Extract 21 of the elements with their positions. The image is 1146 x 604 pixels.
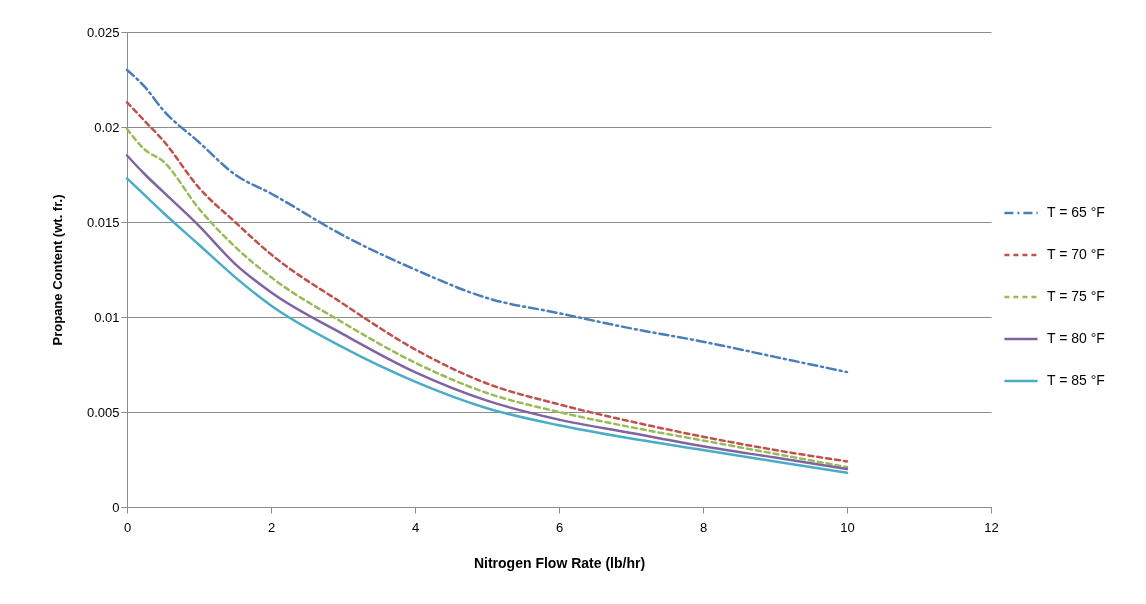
x-axis-title: Nitrogen Flow Rate (lb/hr) [473, 554, 646, 571]
y-tick-label: 0.01 [94, 309, 120, 325]
x-tick-label: 4 [411, 519, 420, 535]
legend-label: T = 85 °F [1047, 372, 1105, 388]
y-tick-label: 0.025 [86, 24, 120, 40]
x-tick-label: 0 [123, 519, 132, 535]
x-tick-label: 6 [555, 519, 564, 535]
y-axis-title: Propane Content (wt. fr.) [49, 194, 65, 346]
x-tick-label: 12 [984, 519, 999, 535]
x-tick-label: 8 [699, 519, 708, 535]
legend-label: T = 80 °F [1047, 330, 1105, 346]
y-tick-label: 0.02 [94, 119, 120, 135]
legend-label: T = 65 °F [1047, 204, 1105, 220]
y-tick-label: 0.015 [86, 214, 120, 230]
legend-label: T = 70 °F [1047, 246, 1105, 262]
legend-label: T = 75 °F [1047, 288, 1105, 304]
line-series [125, 68, 849, 374]
y-tick-label: 0 [112, 499, 120, 515]
x-tick-label: 2 [267, 519, 276, 535]
x-tick-label: 10 [840, 519, 855, 535]
y-tick-label: 0.005 [86, 404, 120, 420]
